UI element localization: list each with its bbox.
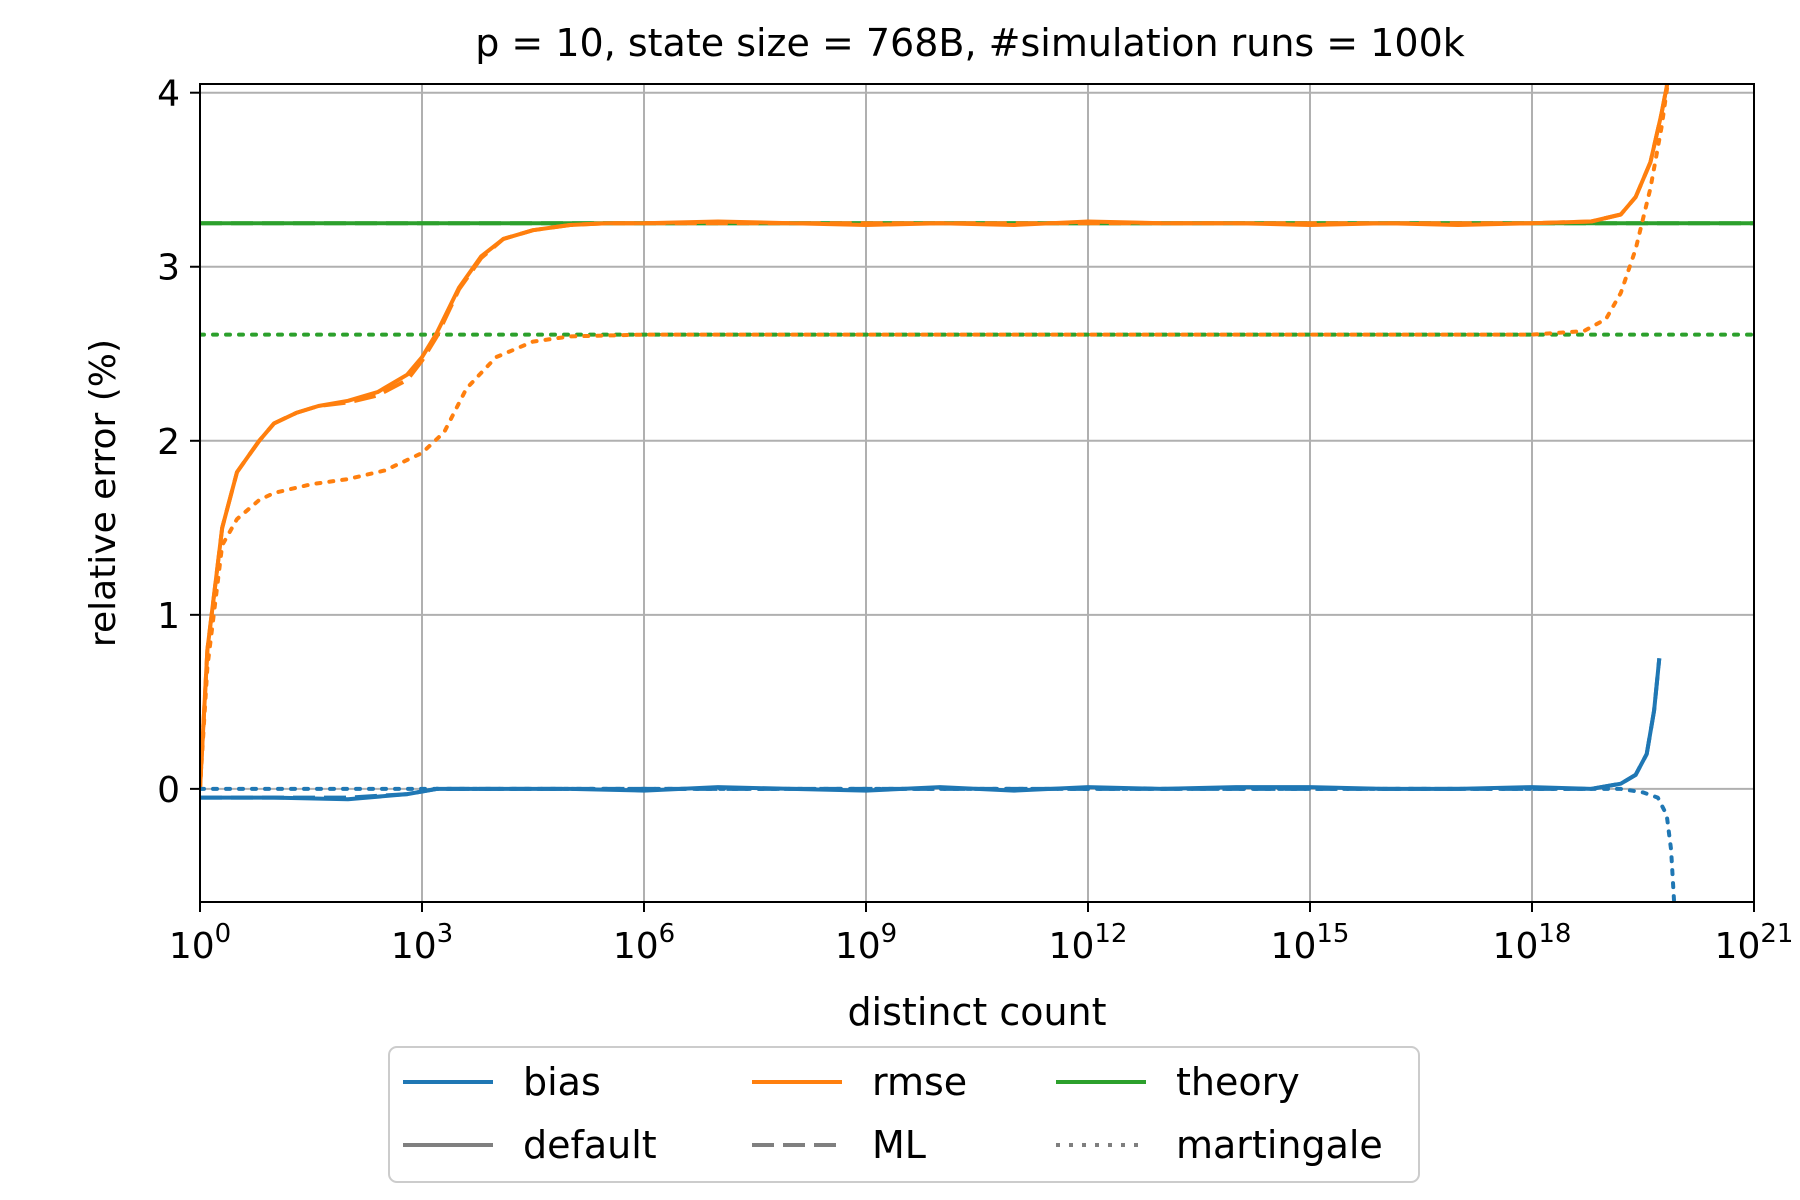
x-tick-exponent: 18 (1538, 919, 1571, 949)
chart-title: p = 10, state size = 768B, #simulation r… (475, 21, 1465, 65)
series-layer (200, 84, 1754, 902)
y-axis-label: relative error (%) (83, 339, 124, 647)
x-tick-base: 10 (1049, 926, 1095, 967)
x-tick-label: 1012 (1049, 919, 1128, 967)
x-tick-exponent: 9 (881, 919, 898, 949)
x-tick-exponent: 12 (1094, 919, 1127, 949)
series-line-bias-martingale (200, 786, 1677, 902)
x-tick-base: 10 (835, 926, 881, 967)
x-tick-base: 10 (613, 926, 659, 967)
y-tick-label: 1 (157, 596, 180, 637)
x-tick-label: 1021 (1715, 919, 1794, 967)
x-tick-exponent: 15 (1316, 919, 1349, 949)
x-tick-exponent: 6 (659, 919, 676, 949)
legend-label-default: default (523, 1123, 657, 1167)
x-tick-exponent: 3 (437, 919, 454, 949)
legend-label-theory: theory (1176, 1060, 1300, 1104)
x-tick-base: 10 (1493, 926, 1539, 967)
x-tick-exponent: 0 (215, 919, 232, 949)
x-tick-label: 1018 (1493, 919, 1572, 967)
x-tick-label: 109 (835, 919, 897, 967)
legend-label-bias: bias (523, 1060, 601, 1104)
legend-frame (388, 1046, 1420, 1183)
series-line-rmse-ML (200, 84, 1670, 790)
y-tick-label: 2 (157, 422, 180, 463)
y-tick-label: 3 (157, 248, 180, 289)
legend-label-ML: ML (872, 1123, 926, 1167)
legend: bias rmse theory default ML martingale (388, 1046, 1420, 1183)
x-tick-base: 10 (391, 926, 437, 967)
x-axis-label: distinct count (847, 990, 1106, 1034)
plot-frame (199, 83, 1755, 903)
x-tick-base: 10 (169, 926, 215, 967)
legend-label-rmse: rmse (872, 1060, 967, 1104)
x-tick-label: 100 (169, 919, 231, 967)
x-tick-label: 1015 (1271, 919, 1350, 967)
series-line-rmse-martingale (200, 84, 1670, 791)
x-tick-base: 10 (1271, 926, 1317, 967)
legend-label-martingale: martingale (1176, 1123, 1383, 1167)
y-tick-label: 4 (157, 74, 180, 115)
y-tick-label: 0 (157, 770, 180, 811)
x-tick-label: 103 (391, 919, 453, 967)
x-tick-base: 10 (1715, 926, 1761, 967)
x-tick-exponent: 21 (1760, 919, 1793, 949)
x-tick-label: 106 (613, 919, 675, 967)
